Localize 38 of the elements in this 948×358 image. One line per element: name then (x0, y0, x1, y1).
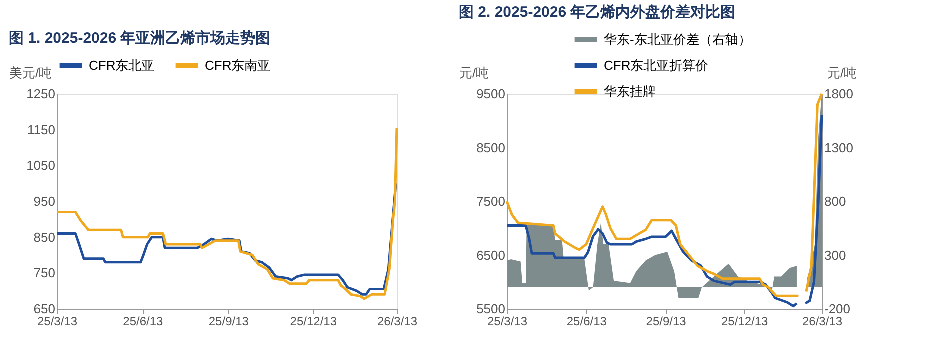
x-tick-label: 25/12/13 (721, 314, 769, 328)
y-tick-label: 6500 (476, 248, 506, 263)
x-tick-label: 25/3/13 (487, 314, 528, 328)
y-tick-label: 1050 (26, 158, 56, 174)
y-tick-label: 9500 (476, 86, 506, 102)
chart-title: 图 1. 2025-2026 年亚洲乙烯市场走势图 (9, 29, 271, 47)
x-tick-label: 25/3/13 (37, 314, 78, 328)
x-tick-label: 26/3/13 (377, 314, 418, 328)
y-axis-title: 美元/吨 (10, 66, 52, 80)
line-series (56, 126, 398, 300)
y-tick-label: 5500 (476, 302, 506, 316)
x-tick-label: 25/6/13 (123, 314, 164, 328)
legend-label: 华东挂牌 (604, 84, 656, 99)
y-axis-title: 元/吨 (460, 66, 490, 80)
y2-tick-label: 1800 (824, 86, 854, 102)
legend-label: CFR东南亚 (205, 58, 271, 73)
y2-tick-label: 800 (824, 194, 846, 209)
x-tick-label: 25/6/13 (566, 314, 608, 328)
x-tick-label: 26/3/13 (802, 314, 843, 328)
y-tick-label: 750 (34, 266, 56, 281)
x-tick-label: 25/9/13 (646, 314, 687, 328)
y2-tick-label: 300 (824, 248, 846, 263)
legend-label: CFR东北亚 (89, 58, 155, 73)
y-tick-label: 8500 (476, 140, 506, 156)
y-tick-label: 7500 (476, 194, 506, 209)
y-tick-label: 850 (34, 230, 56, 245)
y2-axis-title: 元/吨 (828, 66, 858, 80)
legend-label: 华东-东北亚价差（右轴） (604, 32, 752, 47)
legend-label: CFR东北亚折算价 (604, 58, 709, 73)
y-tick-label: 1150 (28, 122, 56, 138)
y-tick-label: 650 (34, 302, 56, 316)
chart-title: 图 2. 2025-2026 年乙烯内外盘价差对比图 (459, 4, 736, 21)
x-tick-label: 25/9/13 (208, 314, 250, 328)
y2-tick-label: 1300 (824, 140, 854, 156)
y-tick-label: 1250 (26, 86, 56, 102)
x-tick-label: 25/12/13 (290, 314, 338, 328)
y-tick-label: 950 (34, 194, 56, 209)
y2-tick-label: -200 (824, 302, 851, 316)
